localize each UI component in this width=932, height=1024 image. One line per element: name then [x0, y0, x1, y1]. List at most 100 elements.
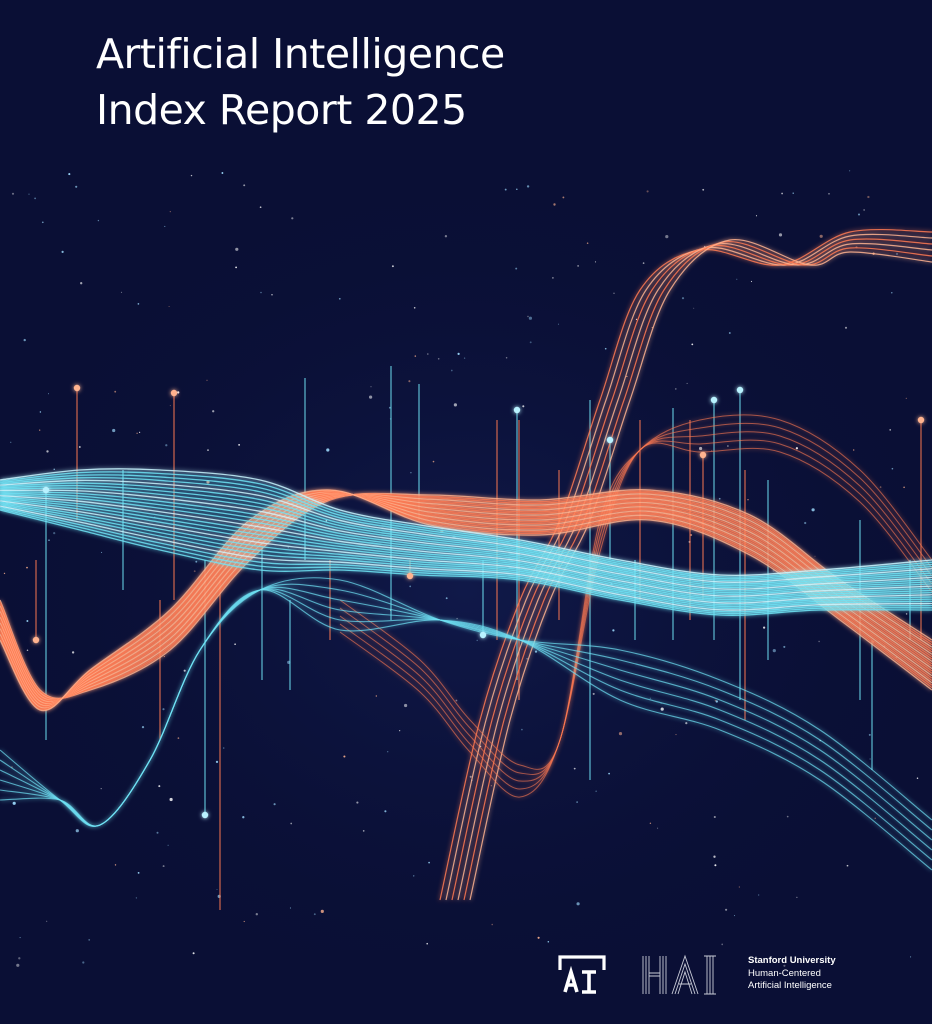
orange-wave — [0, 492, 932, 707]
star — [905, 397, 907, 400]
star — [818, 640, 820, 643]
stem-dot — [406, 572, 414, 580]
star — [783, 645, 786, 648]
star — [16, 963, 20, 967]
star — [573, 767, 576, 770]
ai-index-logo-icon — [558, 955, 606, 994]
cyan-wave-band — [0, 468, 932, 616]
star — [169, 405, 171, 407]
star — [343, 755, 346, 758]
star — [207, 449, 209, 451]
orange-wave — [0, 489, 932, 711]
star — [313, 913, 316, 916]
star — [414, 355, 417, 357]
cyan-wave — [0, 487, 932, 589]
stem-end-dots — [32, 384, 925, 819]
orange-wave — [0, 492, 932, 705]
star — [675, 734, 677, 736]
star — [53, 468, 55, 470]
orange-wave — [0, 493, 932, 700]
star — [718, 497, 721, 500]
star — [586, 242, 589, 244]
star — [193, 570, 196, 573]
institute-name-line-2: Artificial Intelligence — [748, 980, 832, 991]
star — [577, 265, 579, 267]
star — [521, 728, 523, 731]
star — [755, 215, 758, 217]
orange-arc — [469, 239, 932, 901]
stem-dot — [479, 631, 487, 639]
star — [476, 639, 478, 642]
star — [26, 620, 29, 622]
orange-arc — [339, 442, 932, 798]
star — [445, 597, 448, 600]
star — [874, 817, 876, 819]
star — [163, 656, 165, 658]
cyan-wave — [0, 509, 932, 616]
stem-dot — [736, 386, 744, 394]
star — [101, 551, 103, 553]
cyan-wave — [0, 496, 932, 599]
cyan-wave — [0, 495, 932, 597]
star — [758, 894, 760, 896]
star — [613, 292, 615, 294]
star — [46, 920, 48, 922]
orange-arc — [439, 228, 932, 901]
stem-dot — [32, 636, 40, 644]
star — [255, 913, 258, 916]
star — [715, 700, 718, 703]
star — [259, 206, 262, 209]
star — [792, 192, 794, 194]
star — [889, 429, 892, 431]
star — [290, 822, 293, 825]
star — [260, 291, 262, 294]
star — [781, 192, 783, 195]
star — [469, 775, 472, 778]
star — [78, 446, 81, 448]
cyan-wave — [0, 479, 932, 583]
star — [804, 521, 807, 525]
star — [895, 252, 899, 256]
star — [819, 234, 823, 238]
orange-wave — [0, 494, 932, 701]
star — [721, 943, 724, 946]
star — [88, 939, 91, 941]
star — [853, 449, 855, 451]
cyan-wave — [0, 468, 932, 577]
star — [905, 613, 908, 615]
star — [75, 185, 78, 188]
cyan-wave — [0, 506, 932, 613]
orange-wave — [0, 493, 932, 704]
star — [863, 209, 865, 211]
star — [665, 235, 669, 239]
star — [635, 318, 638, 321]
hai-wordmark-icon — [642, 954, 716, 995]
orange-wave — [0, 491, 932, 700]
star — [177, 737, 180, 739]
star — [19, 937, 21, 939]
star — [783, 964, 786, 967]
star — [369, 395, 373, 399]
star — [595, 790, 597, 792]
star — [713, 855, 716, 858]
star — [796, 896, 798, 899]
star — [114, 390, 117, 393]
star — [238, 444, 241, 446]
star — [320, 909, 324, 914]
cyan-wave — [0, 501, 932, 606]
star — [112, 428, 116, 433]
star — [362, 830, 365, 832]
star — [47, 393, 50, 395]
star — [526, 185, 530, 188]
star — [649, 697, 651, 699]
star — [120, 291, 123, 293]
star — [413, 875, 415, 877]
star — [691, 343, 694, 346]
star — [867, 195, 870, 199]
star — [195, 560, 198, 563]
star — [100, 788, 102, 790]
star — [642, 262, 645, 264]
cyan-low-waves — [0, 577, 932, 871]
star — [243, 184, 246, 187]
star — [750, 280, 753, 283]
